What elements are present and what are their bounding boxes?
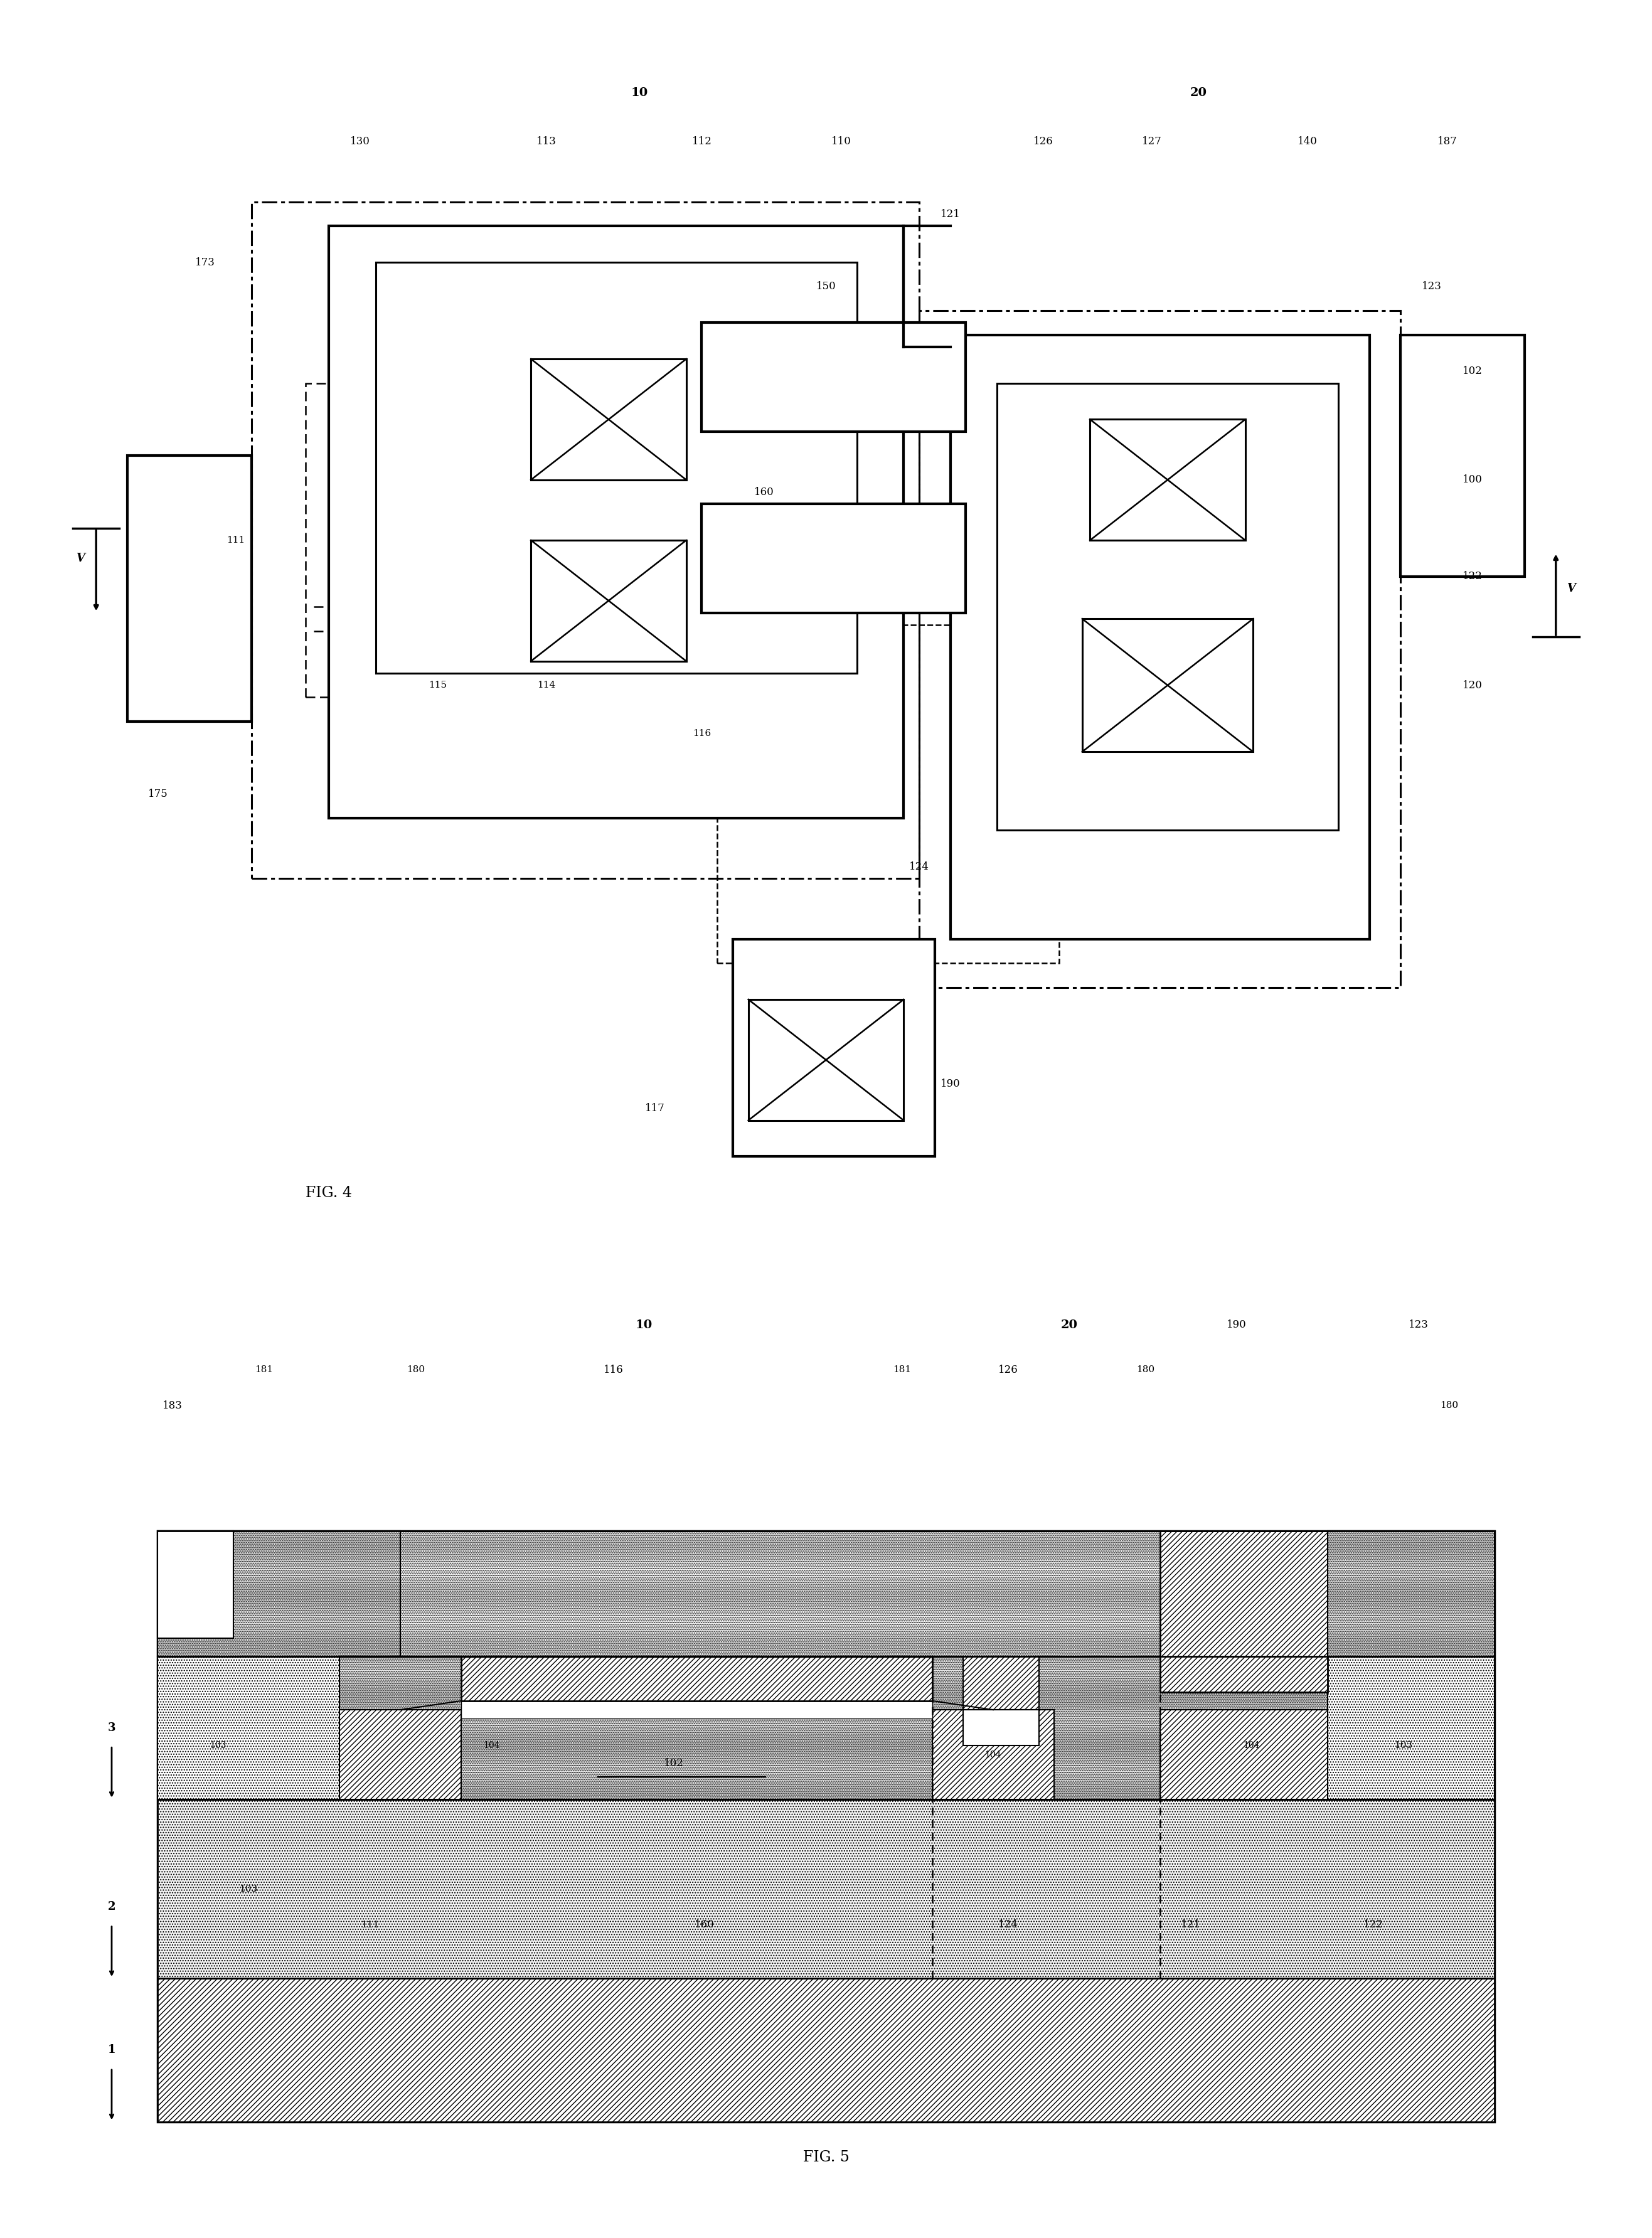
Bar <box>996 383 1338 830</box>
Bar <box>157 1531 1495 1656</box>
Bar <box>1160 1710 1328 1799</box>
Text: 116: 116 <box>692 730 710 739</box>
Text: 116: 116 <box>603 1365 623 1374</box>
Bar <box>340 1710 461 1799</box>
Bar <box>919 311 1401 987</box>
Text: 117: 117 <box>646 1103 666 1115</box>
Text: 173: 173 <box>195 257 215 269</box>
Bar <box>950 336 1370 940</box>
Bar <box>963 1710 1039 1746</box>
Text: 123: 123 <box>1422 282 1442 291</box>
Text: 1: 1 <box>107 2043 116 2057</box>
Text: 100: 100 <box>1462 474 1483 486</box>
Bar <box>733 940 935 1157</box>
Bar <box>251 201 919 880</box>
Bar <box>461 1701 932 1719</box>
Text: 181: 181 <box>892 1365 912 1374</box>
Text: 104: 104 <box>985 1750 1001 1759</box>
Bar <box>963 1656 1039 1710</box>
Text: 112: 112 <box>692 137 712 148</box>
Bar <box>748 1000 904 1121</box>
Text: 3: 3 <box>107 1721 116 1734</box>
Text: 124: 124 <box>998 1920 1018 1929</box>
Bar <box>1401 336 1525 577</box>
Bar <box>702 322 966 432</box>
Bar <box>157 1531 1495 2122</box>
Text: 123: 123 <box>1409 1320 1429 1329</box>
Text: 160: 160 <box>694 1920 714 1929</box>
Bar <box>702 504 966 613</box>
Bar <box>461 1656 932 1701</box>
Bar <box>1082 620 1254 752</box>
Text: FIG. 5: FIG. 5 <box>803 2151 849 2164</box>
Bar <box>1160 1531 1328 1692</box>
Text: 111: 111 <box>226 535 244 544</box>
Text: 124: 124 <box>909 862 928 873</box>
Text: 126: 126 <box>998 1365 1018 1374</box>
Text: V: V <box>76 553 84 564</box>
Bar <box>1328 1531 1495 1656</box>
Text: 160: 160 <box>753 486 773 497</box>
Text: 10: 10 <box>631 87 648 98</box>
Text: FIG. 4: FIG. 4 <box>306 1186 352 1200</box>
Text: 180: 180 <box>1137 1365 1155 1374</box>
Text: 190: 190 <box>940 1079 960 1090</box>
Bar <box>329 226 904 819</box>
Text: 120: 120 <box>1462 680 1483 692</box>
Bar <box>1090 419 1246 539</box>
Text: 103: 103 <box>1394 1741 1412 1750</box>
Bar <box>932 1710 1054 1799</box>
Text: 20: 20 <box>1189 87 1208 98</box>
Text: 121: 121 <box>1181 1920 1201 1929</box>
Text: 121: 121 <box>940 208 960 219</box>
Text: 10: 10 <box>634 1318 653 1332</box>
Text: 183: 183 <box>162 1401 182 1410</box>
Bar <box>306 383 553 698</box>
Text: 175: 175 <box>149 788 169 799</box>
Text: 114: 114 <box>537 680 555 689</box>
Text: 110: 110 <box>831 137 851 148</box>
Text: V: V <box>1568 582 1576 595</box>
Bar <box>375 262 857 674</box>
Text: 180: 180 <box>1441 1401 1459 1410</box>
Text: 20: 20 <box>1061 1318 1077 1332</box>
Text: 180: 180 <box>406 1365 425 1374</box>
Bar <box>1328 1656 1495 1799</box>
Bar <box>966 358 1338 589</box>
Text: 122: 122 <box>1462 571 1483 582</box>
Text: 2: 2 <box>107 1900 116 1913</box>
Text: 140: 140 <box>1297 137 1317 148</box>
Text: 111: 111 <box>360 1920 380 1929</box>
Bar <box>530 539 686 660</box>
Text: 104: 104 <box>484 1741 501 1750</box>
Text: 127: 127 <box>1142 137 1161 148</box>
Text: 122: 122 <box>1363 1920 1383 1929</box>
Bar <box>717 624 1059 962</box>
Text: 190: 190 <box>1226 1320 1246 1329</box>
Bar <box>157 1531 400 1656</box>
Text: 126: 126 <box>1034 137 1054 148</box>
Bar <box>157 1656 1495 1799</box>
Text: 115: 115 <box>428 680 448 689</box>
Bar <box>157 1531 233 1638</box>
Text: 104: 104 <box>1244 1741 1260 1750</box>
Text: 150: 150 <box>816 282 836 291</box>
Text: 102: 102 <box>664 1759 684 1768</box>
Bar <box>157 1978 1495 2122</box>
Text: 103: 103 <box>240 1884 258 1893</box>
Bar <box>157 1656 340 1799</box>
Text: 187: 187 <box>1437 137 1457 148</box>
Bar <box>157 1799 1495 1978</box>
Text: 181: 181 <box>254 1365 273 1374</box>
Text: 113: 113 <box>537 137 557 148</box>
Bar <box>530 358 686 479</box>
Text: 130: 130 <box>350 137 370 148</box>
Text: 103: 103 <box>210 1741 226 1750</box>
Text: 102: 102 <box>1462 365 1483 376</box>
Bar <box>127 457 251 721</box>
